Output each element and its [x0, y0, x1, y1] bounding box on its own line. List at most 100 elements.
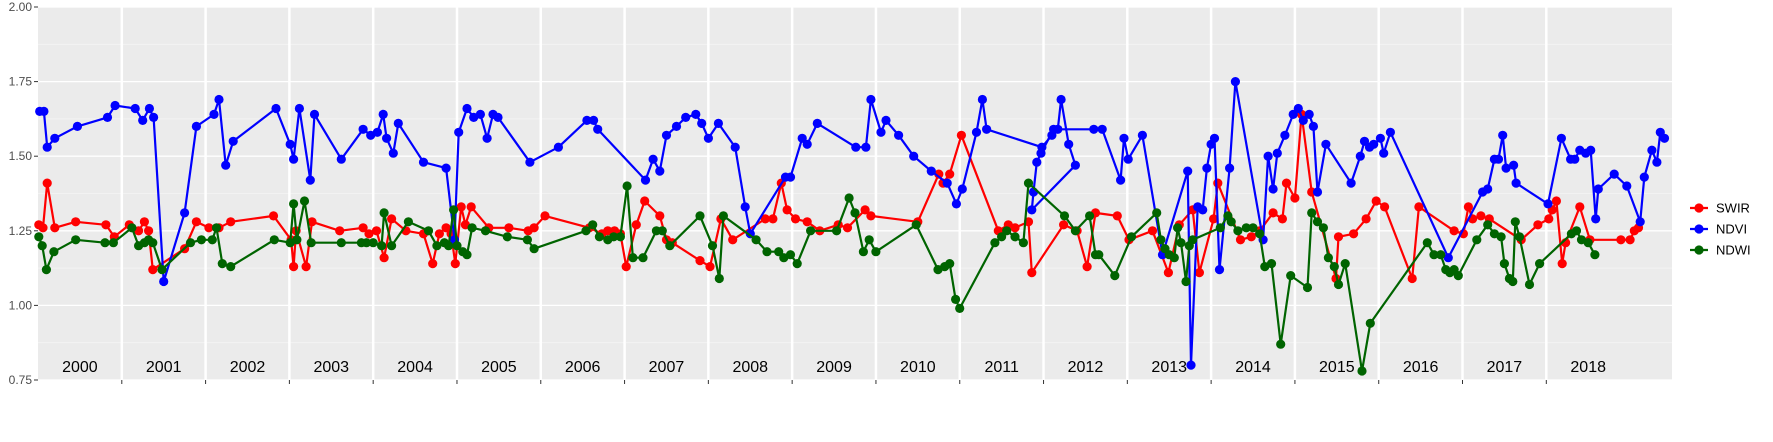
data-point-ndwi: [628, 253, 638, 263]
data-point-ndwi: [792, 259, 802, 269]
data-point-ndwi: [951, 294, 961, 304]
data-point-ndwi: [1010, 232, 1020, 242]
data-point-ndwi: [108, 238, 118, 248]
series-ndvi: [35, 77, 1670, 370]
data-point-ndvi: [102, 112, 113, 122]
data-point-ndwi: [774, 247, 784, 257]
data-point-ndvi: [1346, 178, 1356, 188]
data-point-ndvi: [740, 202, 750, 212]
data-point-ndvi: [957, 184, 967, 194]
data-point-ndwi: [1181, 276, 1191, 287]
data-point-ndvi: [1036, 148, 1046, 158]
y-tick-label: 1.75: [9, 75, 33, 89]
data-point-ndvi: [159, 276, 169, 287]
data-point-swir: [1082, 262, 1092, 272]
data-point-swir: [1557, 259, 1567, 269]
data-point-ndvi: [149, 112, 159, 122]
data-point-swir: [1463, 202, 1473, 212]
data-point-ndvi: [309, 109, 320, 119]
data-point-ndwi: [806, 226, 816, 236]
data-point-ndvi: [1355, 151, 1365, 161]
year-label: 2018: [1570, 359, 1606, 376]
data-point-swir: [1551, 196, 1561, 206]
data-point-ndvi: [294, 103, 304, 114]
data-point-swir: [1194, 268, 1204, 278]
data-point-ndwi: [1524, 279, 1535, 290]
data-point-ndwi: [1070, 226, 1080, 236]
data-point-ndvi: [454, 127, 464, 137]
data-point-swir: [335, 226, 345, 236]
data-point-ndvi: [525, 157, 535, 167]
data-point-ndvi: [1593, 184, 1603, 194]
data-point-ndvi: [909, 151, 919, 161]
data-point-ndwi: [581, 226, 591, 236]
data-point-ndwi: [1333, 279, 1344, 290]
y-axis: 0.75 1.00 1.25 1.50 1.75 2.00: [9, 0, 38, 387]
year-label: 2012: [1068, 359, 1104, 376]
year-label: 2011: [984, 359, 1019, 376]
data-point-swir: [434, 229, 444, 239]
data-point-ndwi: [1023, 178, 1034, 188]
data-point-swir: [1010, 223, 1020, 233]
year-label: 2005: [481, 359, 517, 376]
data-point-ndvi: [671, 121, 682, 131]
data-point-ndvi: [1609, 169, 1619, 179]
data-point-ndwi: [1085, 211, 1095, 221]
data-point-ndvi: [138, 115, 148, 125]
data-point-ndwi: [1571, 226, 1582, 236]
data-point-ndvi: [1443, 253, 1453, 263]
data-point-ndwi: [462, 250, 472, 260]
data-point-ndwi: [1286, 271, 1296, 281]
data-point-ndwi: [1302, 282, 1313, 293]
data-point-ndvi: [697, 118, 707, 128]
series-swir: [34, 109, 1644, 284]
data-point-ndwi: [157, 265, 167, 275]
legend-item-ndwi: NDWI: [1690, 243, 1751, 258]
data-point-ndwi: [377, 241, 387, 251]
data-point-ndvi: [1591, 214, 1601, 224]
data-point-ndvi: [1225, 163, 1235, 173]
data-point-swir: [1209, 214, 1219, 224]
data-point-ndvi: [785, 172, 796, 182]
data-point-ndvi: [1049, 124, 1059, 134]
data-point-ndvi: [1639, 172, 1649, 182]
year-label: 2002: [230, 359, 266, 376]
y-tick-label: 0.75: [9, 373, 33, 387]
data-point-ndwi: [1176, 238, 1186, 248]
data-point-ndvi: [1070, 160, 1080, 170]
data-point-swir: [148, 265, 158, 275]
data-point-ndvi: [1312, 187, 1323, 197]
data-point-swir: [364, 229, 374, 239]
legend-marker: [1694, 224, 1704, 234]
data-point-ndwi: [1156, 235, 1166, 245]
data-point-swir: [371, 226, 382, 236]
data-point-ndvi: [1198, 205, 1208, 215]
data-point-ndwi: [785, 250, 796, 260]
data-point-ndvi: [214, 94, 224, 105]
data-point-swir: [1380, 202, 1390, 212]
data-point-swir: [456, 202, 466, 212]
data-point-ndwi: [1422, 238, 1432, 248]
data-point-ndvi: [1543, 199, 1553, 209]
year-label: 2001: [146, 359, 182, 376]
data-point-ndvi: [1272, 148, 1282, 158]
data-point-swir: [631, 220, 641, 230]
data-point-ndvi: [655, 166, 665, 176]
y-tick-label: 1.00: [9, 298, 33, 312]
data-point-ndwi: [1173, 223, 1183, 233]
data-point-swir: [1414, 202, 1424, 212]
data-point-swir: [191, 217, 201, 227]
year-label: 2015: [1319, 359, 1355, 376]
data-point-swir: [640, 196, 650, 206]
data-point-ndwi: [148, 238, 158, 248]
data-point-ndwi: [1365, 318, 1375, 328]
data-point-swir: [42, 178, 52, 188]
data-point-ndwi: [403, 217, 413, 227]
year-label: 2007: [649, 359, 685, 376]
data-point-swir: [1281, 178, 1292, 188]
data-point-ndvi: [977, 94, 988, 105]
data-point-ndvi: [1570, 154, 1580, 164]
data-point-ndvi: [971, 127, 982, 137]
data-point-ndwi: [665, 241, 675, 251]
